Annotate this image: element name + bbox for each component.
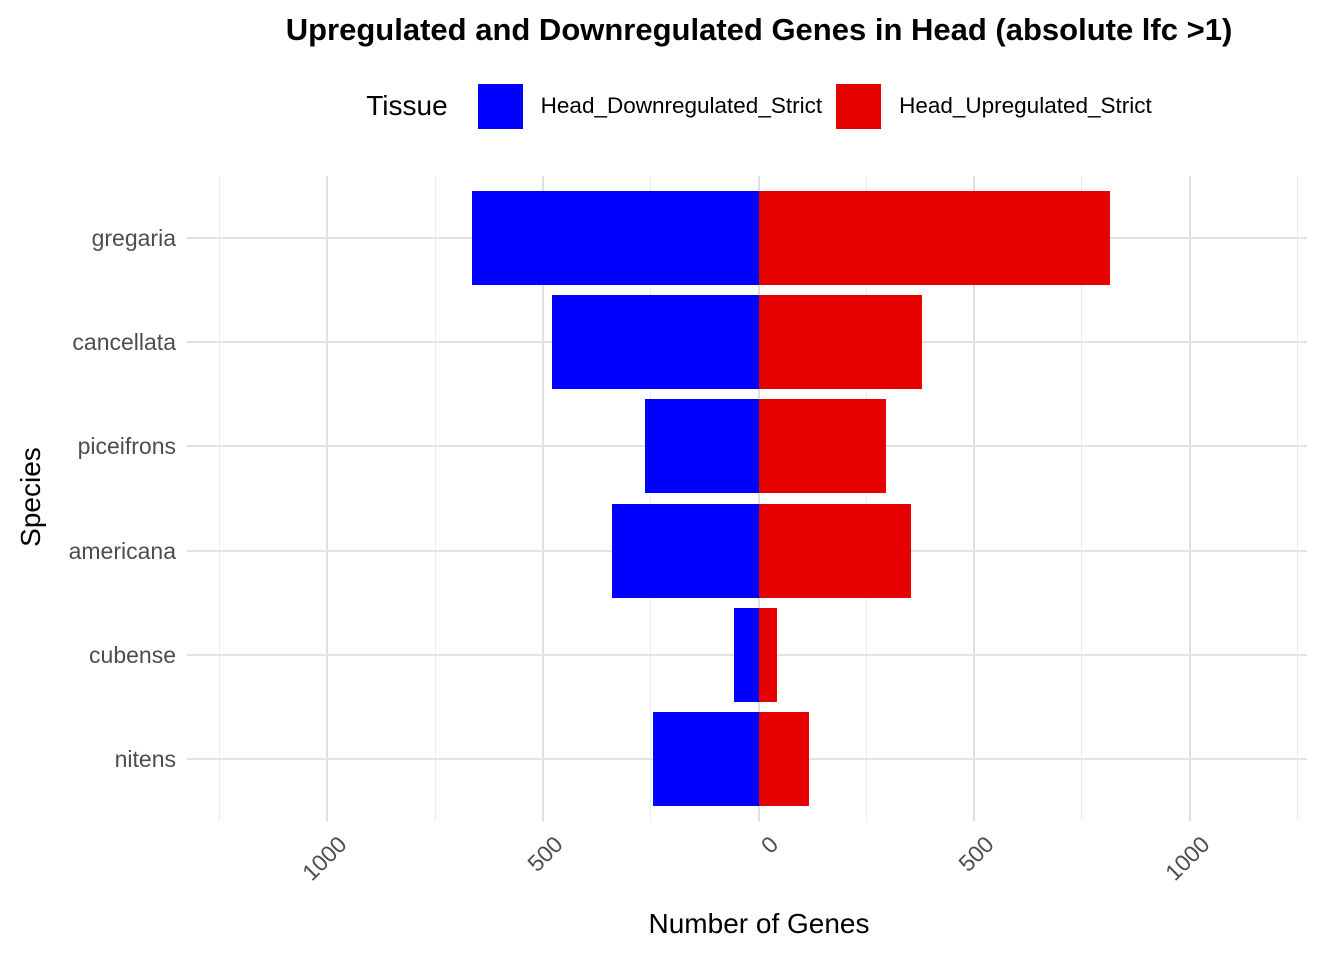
chart-title: Upregulated and Downregulated Genes in H… bbox=[285, 12, 1233, 47]
y-axis-label-gregaria: gregaria bbox=[91, 225, 176, 252]
gridline-minor bbox=[650, 176, 652, 821]
bar-americana-downregulated bbox=[611, 503, 759, 598]
bar-cubense-upregulated bbox=[758, 607, 778, 702]
gridline-minor bbox=[865, 176, 867, 821]
bar-piceifrons-downregulated bbox=[644, 399, 759, 494]
x-axis-tick-text: 1000 bbox=[297, 831, 352, 886]
x-axis-tick-text: 500 bbox=[953, 831, 999, 877]
y-axis-label-cubense: cubense bbox=[89, 641, 176, 668]
bar-cancellata-downregulated bbox=[552, 295, 759, 390]
gridline-minor bbox=[219, 176, 221, 821]
gridline-major bbox=[326, 176, 329, 821]
bar-gregaria-downregulated bbox=[472, 191, 759, 286]
gridline-minor bbox=[1081, 176, 1083, 821]
x-axis-title: Number of Genes bbox=[648, 908, 870, 939]
legend-label-downregulated: Head_Downregulated_Strict bbox=[540, 93, 823, 118]
legend-item-upregulated: Head_Upregulated_Strict bbox=[836, 83, 1152, 129]
gridline-major bbox=[973, 176, 976, 821]
bar-piceifrons-upregulated bbox=[758, 399, 886, 494]
legend: Tissue Head_Downregulated_Strict Head_Up… bbox=[211, 81, 1307, 131]
legend-title: Tissue bbox=[366, 90, 448, 121]
legend-swatch-downregulated bbox=[477, 83, 523, 129]
gridline-major bbox=[757, 176, 760, 821]
gridline-minor bbox=[1297, 176, 1298, 821]
x-axis-tick-text: 0 bbox=[755, 831, 783, 859]
legend-item-downregulated: Head_Downregulated_Strict bbox=[477, 83, 823, 129]
y-axis-label-cancellata: cancellata bbox=[72, 329, 176, 356]
bar-americana-upregulated bbox=[758, 503, 912, 598]
plot-panel bbox=[187, 176, 1307, 821]
legend-label-upregulated: Head_Upregulated_Strict bbox=[899, 93, 1152, 118]
y-axis-label-nitens: nitens bbox=[114, 745, 176, 772]
gridline-minor bbox=[434, 176, 436, 821]
y-axis-label-piceifrons: piceifrons bbox=[77, 433, 176, 460]
y-axis-label-americana: americana bbox=[68, 537, 176, 564]
legend-swatch-upregulated bbox=[836, 83, 882, 129]
x-axis-tick-text: 500 bbox=[521, 831, 568, 877]
bar-gregaria-upregulated bbox=[758, 191, 1110, 286]
gridline-major bbox=[1188, 176, 1191, 821]
bar-cancellata-upregulated bbox=[758, 295, 922, 390]
bar-nitens-downregulated bbox=[652, 711, 759, 806]
bar-nitens-upregulated bbox=[758, 711, 810, 806]
gridline-major bbox=[541, 176, 544, 821]
bar-cubense-downregulated bbox=[734, 607, 759, 702]
x-axis-tick-text: 1000 bbox=[1159, 831, 1215, 886]
